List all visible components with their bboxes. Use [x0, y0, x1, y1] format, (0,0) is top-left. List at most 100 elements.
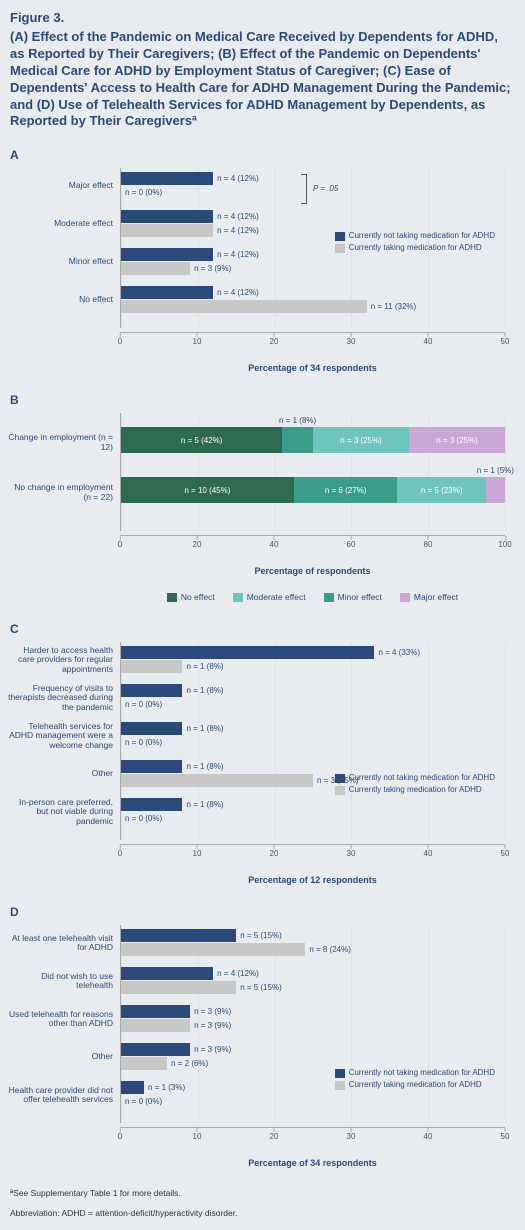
bar-label: n = 8 (24%) — [309, 945, 351, 954]
bar-label: n = 3 (9%) — [194, 1021, 231, 1030]
bar: n = 4 (12%) — [121, 210, 505, 223]
bar-label: n = 3 (9%) — [194, 264, 231, 273]
bar-label: n = 1 (8%) — [186, 800, 223, 809]
stacked-segment: n = 1 (8%) — [282, 427, 313, 453]
bar-label: n = 3 (9%) — [194, 1007, 231, 1016]
row-label: Minor effect — [8, 257, 113, 267]
panel-C: C Harder to access health care providers… — [10, 622, 515, 885]
bar-label: n = 0 (0%) — [125, 700, 162, 709]
bar-label: n = 4 (12%) — [217, 250, 259, 259]
bar: n = 1 (8%) — [121, 684, 505, 697]
row-label: Did not wish to use telehealth — [8, 972, 113, 992]
bar: n = 4 (33%) — [121, 646, 505, 659]
bar-label: n = 4 (12%) — [217, 174, 259, 183]
figure-title: (A) Effect of the Pandemic on Medical Ca… — [10, 29, 515, 130]
legend: Currently not taking medication for ADHD… — [335, 230, 495, 254]
row-label: Other — [8, 769, 113, 779]
chart-row: Change in employment (n = 12) n = 5 (42%… — [121, 427, 505, 453]
bar-label: n = 3 (9%) — [194, 1045, 231, 1054]
bar: n = 3 (9%) — [121, 1043, 505, 1056]
panel-B: B Change in employment (n = 12) n = 5 (4… — [10, 393, 515, 602]
bar-label: n = 0 (0%) — [125, 738, 162, 747]
chart-row: No change in employment (n = 22) n = 10 … — [121, 477, 505, 503]
bar: n = 3 (9%) — [121, 1005, 505, 1018]
stacked-segment: n = 5 (42%) — [121, 427, 282, 453]
stacked-segment: n = 3 (25%) — [313, 427, 409, 453]
bar-label: n = 1 (8%) — [186, 762, 223, 771]
row-label: Harder to access health care providers f… — [8, 646, 113, 675]
footnote-2: Abbreviation: ADHD = attention-deficit/h… — [10, 1208, 515, 1220]
stacked-segment: n = 1 (5%) — [486, 477, 505, 503]
stacked-segment: n = 10 (45%) — [121, 477, 294, 503]
row-label: Used telehealth for reasons other than A… — [8, 1010, 113, 1030]
bar: n = 1 (8%) — [121, 722, 505, 735]
chart-row: Harder to access health care providers f… — [121, 646, 505, 674]
panel-letter: D — [10, 905, 515, 919]
chart-row: At least one telehealth visit for ADHD n… — [121, 929, 505, 957]
bar-label: n = 4 (33%) — [378, 648, 420, 657]
chart-row: Did not wish to use telehealth n = 4 (12… — [121, 967, 505, 995]
bar-label: n = 5 (15%) — [240, 983, 282, 992]
row-label: Moderate effect — [8, 219, 113, 229]
bar-label: n = 1 (3%) — [148, 1083, 185, 1092]
panel-letter: C — [10, 622, 515, 636]
x-axis-label: Percentage of 34 respondents — [120, 363, 505, 373]
bar-label: n = 0 (0%) — [125, 188, 162, 197]
bar: n = 11 (32%) — [121, 300, 505, 313]
row-label: Telehealth services for ADHD management … — [8, 722, 113, 751]
footnote-1: ªSee Supplementary Table 1 for more deta… — [10, 1188, 515, 1200]
row-label: No change in employment (n = 22) — [8, 483, 113, 503]
bar-label: n = 4 (12%) — [217, 226, 259, 235]
legend: Currently not taking medication for ADHD… — [335, 772, 495, 796]
bar-label: n = 0 (0%) — [125, 1097, 162, 1106]
chart-row: Frequency of visits to therapists decrea… — [121, 684, 505, 712]
bar-label: n = 1 (8%) — [186, 724, 223, 733]
bar: n = 1 (8%) — [121, 660, 505, 673]
bar: n = 1 (8%) — [121, 798, 505, 811]
p-bracket — [301, 174, 307, 204]
bar: n = 0 (0%) — [121, 1095, 505, 1108]
bar: n = 4 (12%) — [121, 967, 505, 980]
x-axis-label: Percentage of respondents — [120, 566, 505, 576]
bar-label: n = 2 (6%) — [171, 1059, 208, 1068]
stacked-segment: n = 3 (25%) — [409, 427, 505, 453]
row-label: Frequency of visits to therapists decrea… — [8, 684, 113, 713]
bar: n = 5 (15%) — [121, 981, 505, 994]
bar: n = 4 (12%) — [121, 286, 505, 299]
stacked-segment: n = 5 (23%) — [397, 477, 485, 503]
bar: n = 8 (24%) — [121, 943, 505, 956]
row-label: Other — [8, 1052, 113, 1062]
legend: Currently not taking medication for ADHD… — [335, 1067, 495, 1091]
bar-label: n = 11 (32%) — [371, 302, 416, 311]
row-label: Major effect — [8, 181, 113, 191]
bar: n = 3 (9%) — [121, 262, 505, 275]
bar-label: n = 1 (8%) — [186, 686, 223, 695]
bar-label: n = 0 (0%) — [125, 814, 162, 823]
bar-label: n = 1 (8%) — [186, 662, 223, 671]
panel-letter: B — [10, 393, 515, 407]
panel-A: A Major effect n = 4 (12%) n = 0 (0%) Mo… — [10, 148, 515, 373]
chart-row: In-person care preferred, but not viable… — [121, 798, 505, 826]
x-axis-label: Percentage of 12 respondents — [120, 875, 505, 885]
bar: n = 3 (9%) — [121, 1019, 505, 1032]
chart-row: Telehealth services for ADHD management … — [121, 722, 505, 750]
legend: No effectModerate effectMinor effectMajo… — [120, 592, 505, 602]
row-label: At least one telehealth visit for ADHD — [8, 934, 113, 954]
stacked-segment: n = 6 (27%) — [294, 477, 398, 503]
bar: n = 0 (0%) — [121, 698, 505, 711]
panel-D: D At least one telehealth visit for ADHD… — [10, 905, 515, 1168]
bar-label: n = 4 (12%) — [217, 288, 259, 297]
figure-label: Figure 3. — [10, 10, 515, 25]
row-label: Change in employment (n = 12) — [8, 433, 113, 453]
bar: n = 5 (15%) — [121, 929, 505, 942]
row-label: In-person care preferred, but not viable… — [8, 798, 113, 827]
bar: n = 0 (0%) — [121, 736, 505, 749]
bar: n = 0 (0%) — [121, 812, 505, 825]
row-label: No effect — [8, 295, 113, 305]
bar-label: n = 5 (15%) — [240, 931, 282, 940]
bar-label: n = 4 (12%) — [217, 212, 259, 221]
chart-row: Used telehealth for reasons other than A… — [121, 1005, 505, 1033]
bar-label: n = 4 (12%) — [217, 969, 259, 978]
p-annotation: P = .05 — [313, 184, 338, 193]
chart-row: No effect n = 4 (12%) n = 11 (32%) — [121, 286, 505, 314]
